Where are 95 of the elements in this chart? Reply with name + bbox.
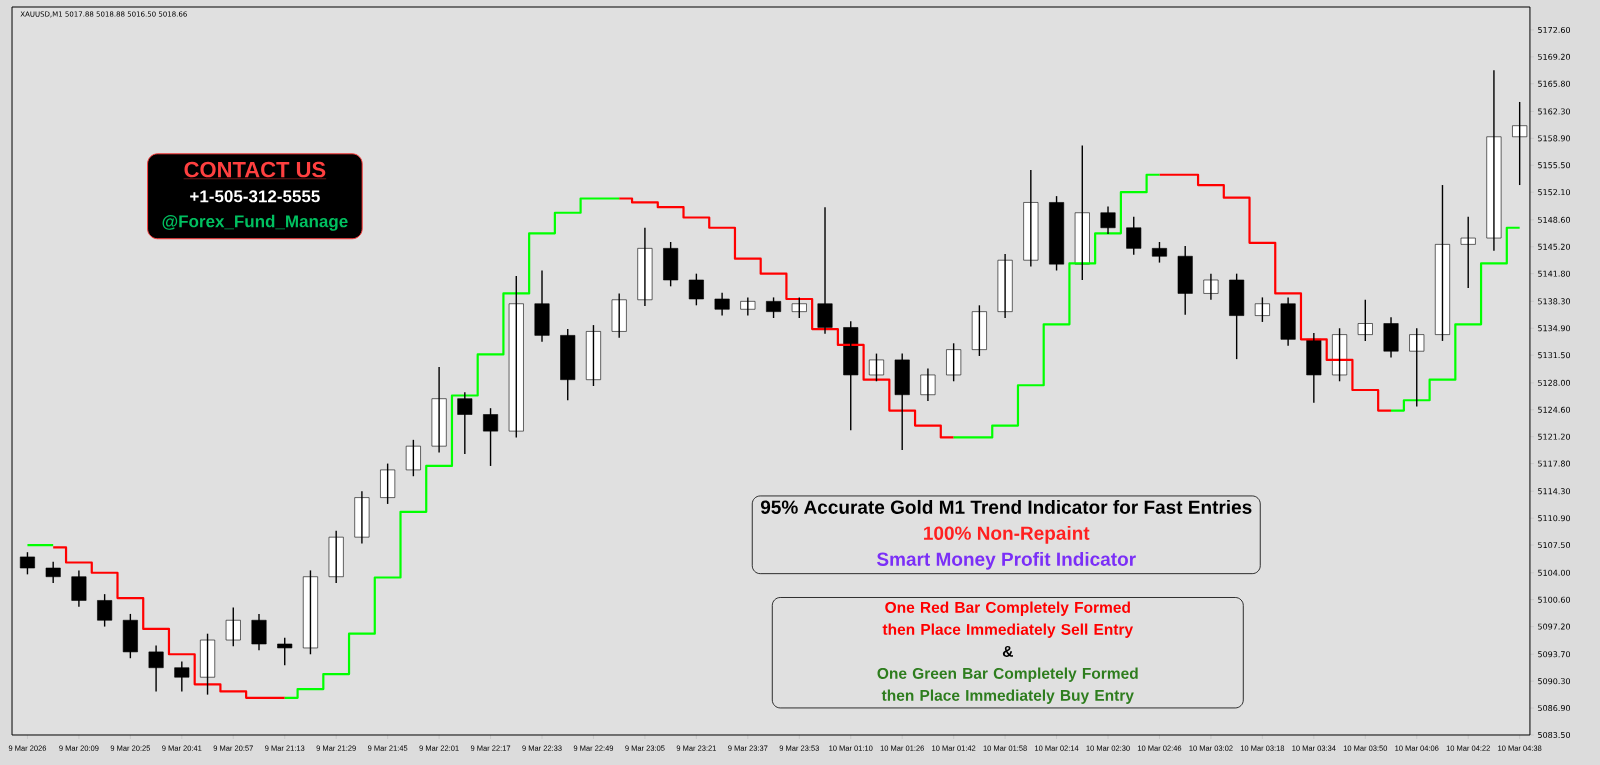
candlestick	[405, 439, 421, 477]
candlestick	[1229, 272, 1245, 360]
candlestick	[225, 606, 241, 648]
candlestick	[817, 206, 833, 335]
annotation: &	[1002, 646, 1013, 657]
annotation: 100% Non-Repaint	[924, 525, 1090, 544]
y-tick-label: 5165.80	[1538, 80, 1571, 87]
y-tick-label: 5086.90	[1538, 705, 1571, 712]
candlestick	[1486, 69, 1502, 252]
candlestick	[277, 636, 293, 667]
y-tick-label: 5090.30	[1538, 678, 1571, 685]
candlestick	[1357, 299, 1373, 342]
annotation: @Forex_Fund_Manage	[162, 214, 348, 231]
candlestick	[971, 304, 987, 357]
candlestick	[97, 593, 113, 628]
candlestick	[483, 407, 499, 467]
y-tick-label: 5107.50	[1538, 542, 1571, 549]
y-tick-label: 5117.80	[1538, 460, 1571, 467]
candlestick	[663, 241, 679, 288]
candlestick	[740, 296, 756, 317]
candlestick	[328, 530, 344, 584]
candlestick	[19, 551, 35, 576]
candlestick	[431, 366, 447, 454]
candlestick	[122, 613, 138, 659]
y-tick-label: 5162.30	[1538, 108, 1571, 115]
candlestick	[1203, 272, 1219, 301]
annotation: Smart Money Profit Indicator	[876, 551, 1136, 570]
candlestick	[457, 391, 473, 455]
candlestick	[1383, 316, 1399, 359]
y-tick-label: 5128.00	[1538, 379, 1571, 386]
y-tick-label: 5145.20	[1538, 243, 1571, 250]
y-tick-label: 5124.60	[1538, 406, 1571, 413]
candlestick	[997, 253, 1013, 319]
candlestick	[508, 275, 524, 439]
annotation: One Red Bar Completely Formed then Place Immediately Sell Entry	[882, 601, 1134, 638]
candlestick	[200, 633, 216, 696]
candlestick	[534, 269, 550, 343]
y-tick-label: 5155.50	[1538, 162, 1571, 169]
candlestick	[791, 296, 807, 319]
y-tick-label: 5152.10	[1538, 189, 1571, 196]
candlestick	[1409, 327, 1425, 408]
candlestick	[868, 352, 884, 382]
candlestick	[1177, 245, 1193, 316]
candlestick	[1306, 332, 1322, 404]
candlestick	[1254, 296, 1270, 323]
y-tick-label: 5114.30	[1538, 488, 1571, 495]
candlestick	[45, 560, 61, 584]
y-tick-label: 5110.90	[1538, 515, 1571, 522]
candlestick	[354, 490, 370, 545]
y-tick-label: 5134.90	[1538, 325, 1571, 332]
candlestick	[174, 660, 190, 693]
y-tick-label: 5083.50	[1538, 731, 1571, 739]
candlestick	[714, 291, 730, 317]
y-tick-label: 5104.00	[1538, 569, 1571, 576]
candlestick	[71, 569, 87, 608]
candlestick	[1100, 205, 1116, 235]
candlestick	[380, 462, 396, 505]
y-tick-label: 5158.90	[1538, 135, 1571, 142]
candlestick	[637, 227, 653, 307]
candlestick	[1280, 296, 1296, 347]
y-tick-label: 5141.80	[1538, 270, 1571, 277]
candlestick	[1460, 215, 1476, 289]
candlestick	[843, 320, 859, 432]
candlestick	[946, 342, 962, 382]
annotation: One Green Bar Completely Formed then Place Immediately Buy Entry	[877, 667, 1138, 704]
candlestick	[1126, 215, 1142, 256]
candlestick	[1512, 101, 1528, 186]
y-tick-label: 5131.50	[1538, 352, 1571, 359]
y-tick-label: 5138.30	[1538, 298, 1571, 305]
y-tick-label: 5093.70	[1538, 651, 1571, 658]
y-tick-label: 5169.20	[1538, 53, 1571, 60]
candlestick	[1332, 327, 1348, 382]
candlestick	[1049, 195, 1065, 272]
candlestick	[560, 328, 576, 401]
candlestick	[766, 296, 782, 319]
annotation: +1-505-312-5555	[190, 190, 320, 203]
candlestick	[920, 367, 936, 402]
y-tick-label: 5097.20	[1538, 623, 1571, 630]
candlestick	[585, 324, 601, 387]
candlestick	[251, 613, 267, 652]
y-tick-label: 5172.60	[1538, 26, 1571, 33]
candlestick	[611, 292, 627, 339]
candlestick	[894, 352, 910, 451]
candlestick	[148, 644, 164, 693]
candlestick	[1023, 169, 1039, 268]
y-tick-label: 5100.60	[1538, 596, 1571, 603]
y-tick-label: 5121.20	[1538, 433, 1571, 440]
candlestick	[302, 569, 318, 655]
annotation: 95% Accurate Gold M1 Trend Indicator for Fast Entries	[760, 499, 1252, 514]
candlestick	[1434, 184, 1450, 342]
candlestick	[1151, 241, 1167, 264]
y-tick-label: 5148.60	[1538, 216, 1571, 223]
candlestick	[688, 272, 704, 307]
candlestick	[1074, 144, 1090, 281]
annotation: CONTACT US	[184, 161, 326, 178]
